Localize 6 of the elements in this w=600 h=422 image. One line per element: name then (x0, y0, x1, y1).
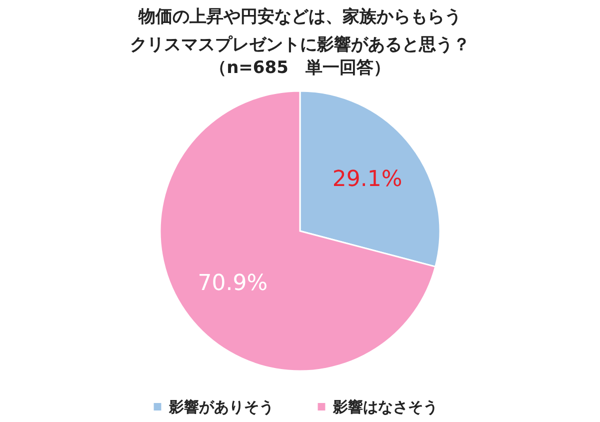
data-label: 70.9% (198, 270, 268, 296)
legend-label: 影響がありそう (168, 398, 274, 416)
chart-title: 物価の上昇や円安などは、家族からもらうクリスマスプレゼントに影響があると思う？ (130, 7, 470, 55)
legend-label: 影響はなさそう (332, 398, 438, 416)
data-label: 29.1% (332, 167, 402, 192)
chart-subtitle: （n=685 単一回答） (210, 58, 390, 78)
